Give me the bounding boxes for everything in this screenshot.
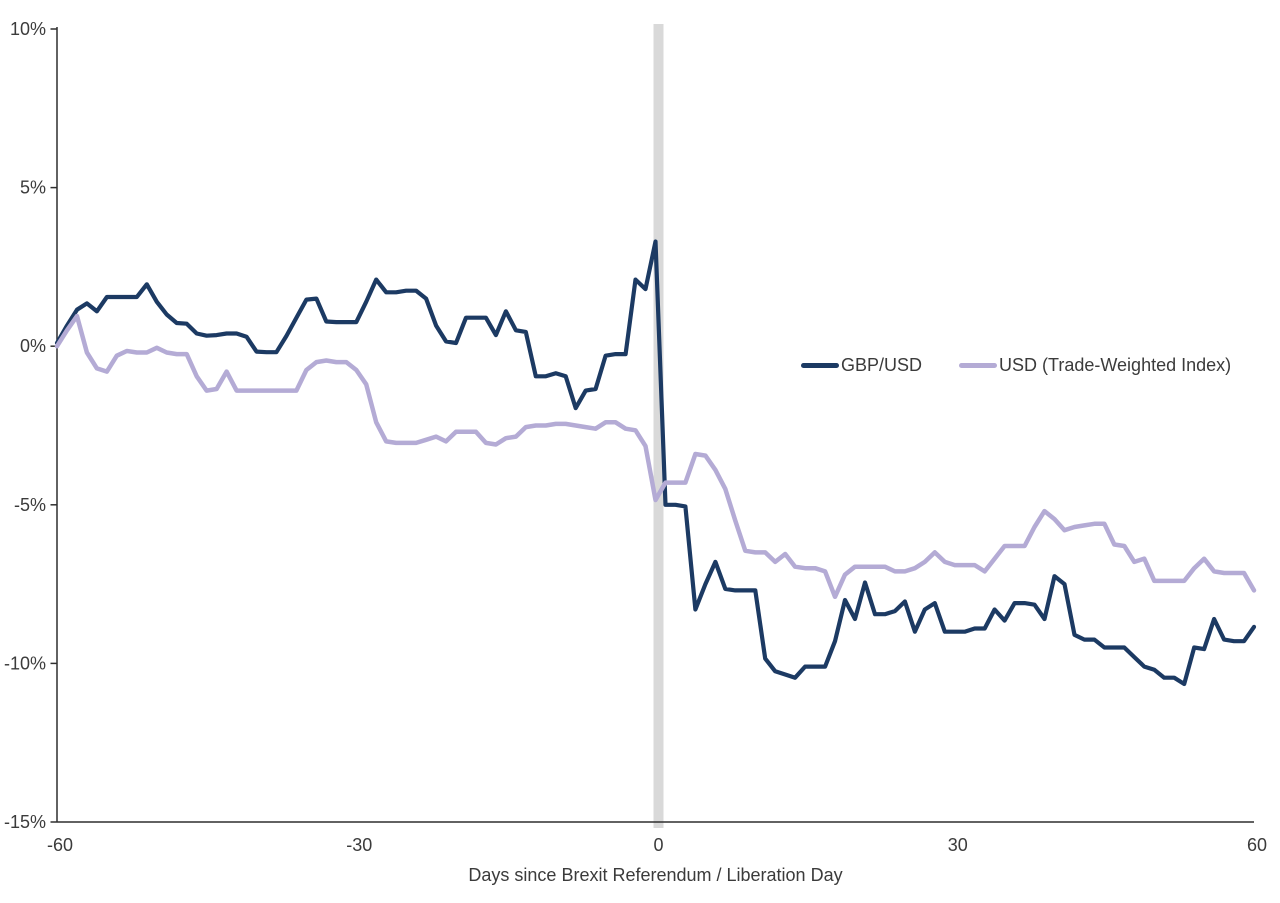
y-axis-labels: 10% 5% 0% -5% -10% -15% (4, 19, 57, 832)
x-axis-title: Days since Brexit Referendum / Liberatio… (468, 865, 843, 885)
legend-label-usd-twi: USD (Trade-Weighted Index) (999, 355, 1232, 375)
usd-twi-line-swatch (959, 363, 998, 368)
legend-item-gbpusd: GBP/USD (801, 355, 922, 376)
x-tick-label: 0 (653, 835, 663, 855)
axes (56, 27, 1254, 823)
legend-item-usd-twi: USD (Trade-Weighted Index) (959, 355, 1231, 376)
y-tick-label: -5% (14, 495, 46, 515)
legend-label-gbpusd: GBP/USD (841, 355, 923, 375)
x-tick-label: -60 (47, 835, 73, 855)
event-band (653, 24, 664, 828)
legend: GBP/USD USD (Trade-Weighted Index) (801, 355, 1231, 376)
y-tick-label: 0% (20, 336, 46, 356)
gbpusd-line-swatch (801, 363, 839, 368)
x-tick-label: 30 (948, 835, 968, 855)
y-tick-label: -10% (4, 653, 46, 673)
y-tick-label: 10% (10, 19, 46, 39)
line-gbpusd (54, 239, 1257, 687)
x-tick-label: -30 (346, 835, 372, 855)
x-axis-labels: -60 -30 0 30 60 (47, 835, 1267, 855)
day-zero-band (653, 24, 664, 828)
line-usd-twi (54, 313, 1257, 600)
series-lines (54, 239, 1257, 687)
y-tick-label: -15% (4, 812, 46, 832)
x-tick-label: 60 (1247, 835, 1267, 855)
y-tick-label: 5% (20, 178, 46, 198)
